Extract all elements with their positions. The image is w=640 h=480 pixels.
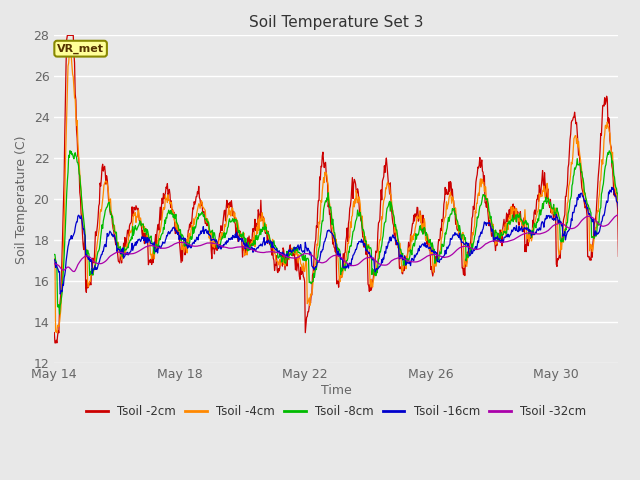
Text: VR_met: VR_met — [57, 44, 104, 54]
Tsoil -16cm — [257, 243, 264, 249]
Tsoil -32cm — [614, 212, 622, 217]
Tsoil -2cm — [184, 228, 192, 233]
Tsoil -4cm — [184, 239, 192, 244]
Tsoil -8cm — [51, 252, 58, 257]
Tsoil -16cm — [507, 232, 515, 238]
Title: Soil Temperature Set 3: Soil Temperature Set 3 — [249, 15, 424, 30]
Tsoil -8cm — [184, 240, 192, 246]
Tsoil -16cm — [51, 257, 58, 263]
Tsoil -32cm — [72, 267, 79, 273]
Tsoil -2cm — [614, 253, 622, 259]
Tsoil -16cm — [614, 206, 622, 212]
Tsoil -8cm — [287, 251, 295, 257]
Tsoil -32cm — [257, 250, 264, 255]
Tsoil -4cm — [53, 330, 61, 336]
Tsoil -8cm — [56, 311, 63, 317]
Line: Tsoil -16cm: Tsoil -16cm — [54, 187, 618, 294]
Legend: Tsoil -2cm, Tsoil -4cm, Tsoil -8cm, Tsoil -16cm, Tsoil -32cm: Tsoil -2cm, Tsoil -4cm, Tsoil -8cm, Tsoi… — [82, 401, 591, 423]
Line: Tsoil -2cm: Tsoil -2cm — [54, 36, 618, 343]
Tsoil -16cm — [72, 225, 79, 230]
Line: Tsoil -8cm: Tsoil -8cm — [54, 151, 618, 314]
Tsoil -2cm — [257, 197, 265, 203]
Tsoil -16cm — [56, 291, 64, 297]
Line: Tsoil -4cm: Tsoil -4cm — [54, 48, 618, 333]
Tsoil -8cm — [508, 217, 515, 223]
Y-axis label: Soil Temperature (C): Soil Temperature (C) — [15, 135, 28, 264]
Tsoil -8cm — [257, 232, 265, 238]
Tsoil -4cm — [67, 46, 74, 51]
Tsoil -4cm — [614, 205, 622, 211]
X-axis label: Time: Time — [321, 384, 352, 397]
Tsoil -2cm — [287, 250, 295, 255]
Tsoil -32cm — [287, 255, 294, 261]
Tsoil -2cm — [51, 330, 58, 336]
Tsoil -2cm — [51, 340, 59, 346]
Tsoil -32cm — [70, 269, 77, 275]
Tsoil -8cm — [614, 198, 622, 204]
Tsoil -16cm — [287, 247, 294, 252]
Tsoil -4cm — [72, 113, 80, 119]
Tsoil -16cm — [608, 184, 616, 190]
Tsoil -2cm — [63, 33, 71, 38]
Tsoil -4cm — [371, 266, 379, 272]
Tsoil -8cm — [66, 148, 74, 154]
Tsoil -32cm — [507, 238, 515, 243]
Tsoil -16cm — [184, 245, 191, 251]
Tsoil -32cm — [371, 257, 378, 263]
Tsoil -32cm — [51, 261, 58, 266]
Tsoil -8cm — [371, 268, 379, 274]
Line: Tsoil -32cm: Tsoil -32cm — [54, 215, 618, 272]
Tsoil -4cm — [257, 218, 265, 224]
Tsoil -8cm — [72, 153, 80, 158]
Tsoil -2cm — [72, 97, 80, 103]
Tsoil -2cm — [508, 209, 515, 215]
Tsoil -16cm — [371, 266, 378, 272]
Tsoil -4cm — [508, 204, 515, 209]
Tsoil -4cm — [51, 256, 58, 262]
Tsoil -4cm — [287, 248, 295, 253]
Tsoil -2cm — [371, 255, 379, 261]
Tsoil -32cm — [184, 241, 191, 247]
